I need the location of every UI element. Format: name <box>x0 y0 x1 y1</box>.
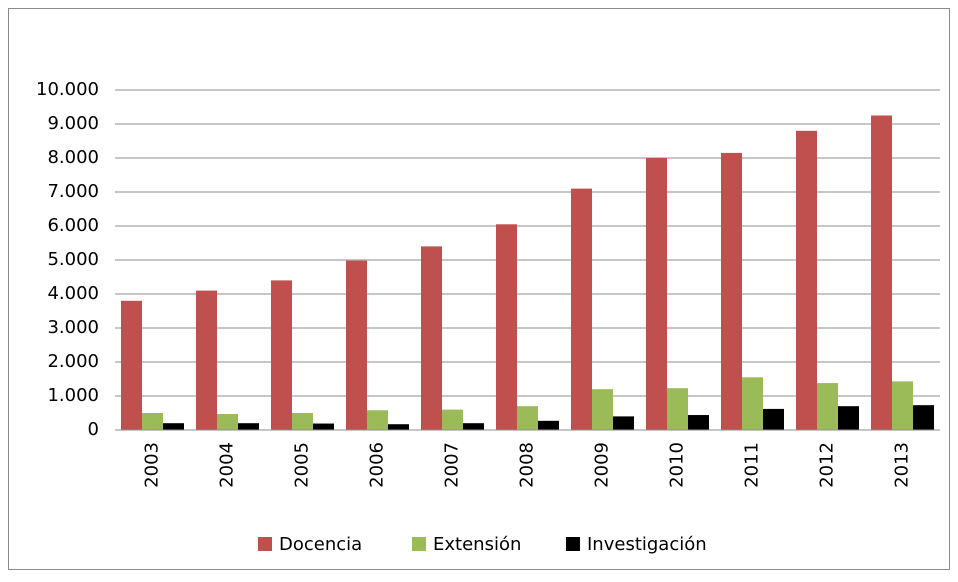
bar <box>742 377 763 430</box>
x-tick-label: 2007 <box>442 442 463 488</box>
bar <box>313 423 334 430</box>
bar <box>646 158 667 430</box>
bar <box>388 424 409 430</box>
bar <box>463 423 484 430</box>
x-tick-label: 2009 <box>592 442 613 488</box>
y-tick-label: 9.000 <box>47 113 99 134</box>
bar <box>871 115 892 430</box>
bar <box>271 280 292 430</box>
bar <box>667 388 688 430</box>
y-tick-label: 7.000 <box>47 181 99 202</box>
bar <box>571 188 592 430</box>
y-tick-label: 6.000 <box>47 215 99 236</box>
bar <box>592 389 613 430</box>
x-tick-label: 2008 <box>517 442 538 488</box>
y-tick-label: 5.000 <box>47 249 99 270</box>
bar <box>163 423 184 430</box>
bar <box>538 420 559 430</box>
x-tick-label: 2003 <box>142 442 163 488</box>
x-tick-label: 2005 <box>292 442 313 488</box>
y-tick-label: 8.000 <box>47 147 99 168</box>
bar <box>346 260 367 430</box>
bar <box>367 410 388 430</box>
legend-swatch <box>258 537 272 551</box>
bar <box>217 414 238 430</box>
bar <box>496 224 517 430</box>
y-tick-label: 10.000 <box>36 79 99 100</box>
x-tick-label: 2013 <box>892 442 913 488</box>
legend-label: Extensión <box>433 534 521 555</box>
chart-frame <box>8 8 950 570</box>
bar <box>763 408 784 430</box>
bar <box>421 246 442 430</box>
bar <box>442 409 463 430</box>
bar <box>721 152 742 430</box>
y-tick-label: 2.000 <box>47 351 99 372</box>
legend-swatch <box>566 537 580 551</box>
bar <box>892 381 913 430</box>
x-tick-label: 2012 <box>817 442 838 488</box>
bar <box>688 415 709 430</box>
bar <box>613 416 634 430</box>
bar <box>238 423 259 430</box>
legend-label: Investigación <box>587 534 707 555</box>
bar <box>913 405 934 430</box>
x-tick-label: 2006 <box>367 442 388 488</box>
bar <box>796 130 817 431</box>
bar <box>517 406 538 430</box>
bar <box>292 413 313 430</box>
x-tick-label: 2011 <box>742 442 763 488</box>
y-tick-label: 4.000 <box>47 283 99 304</box>
y-tick-label: 3.000 <box>47 317 99 338</box>
bar <box>817 383 838 430</box>
bar <box>121 300 142 430</box>
legend-label: Docencia <box>279 534 362 555</box>
bar <box>838 406 859 430</box>
x-tick-label: 2010 <box>667 442 688 488</box>
bar <box>142 413 163 430</box>
y-tick-label: 0 <box>88 419 99 440</box>
x-tick-label: 2004 <box>217 442 238 488</box>
bar <box>196 290 217 430</box>
legend-swatch <box>412 537 426 551</box>
y-tick-label: 1.000 <box>47 385 99 406</box>
